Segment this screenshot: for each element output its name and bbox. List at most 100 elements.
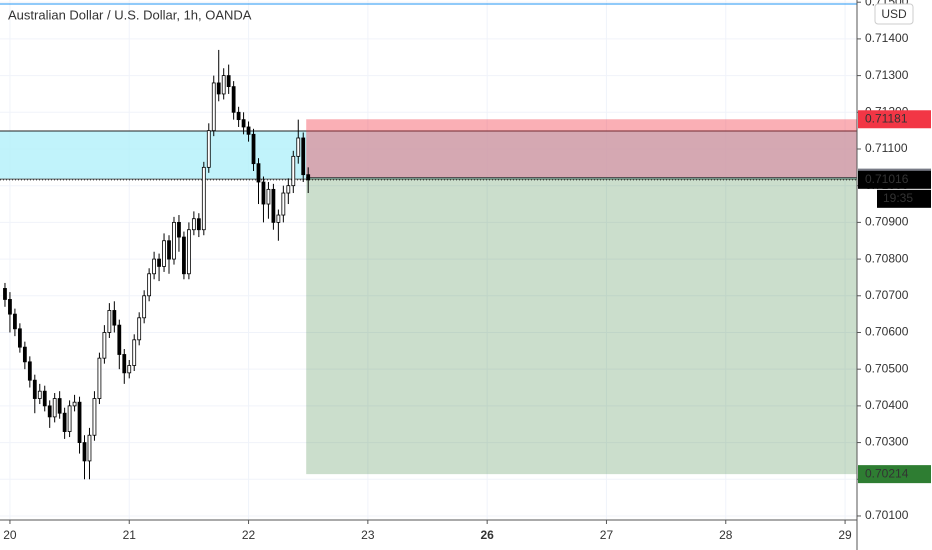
candle-body bbox=[231, 86, 236, 113]
candle-body bbox=[52, 398, 57, 418]
candle-body bbox=[206, 130, 211, 168]
candle-body bbox=[221, 75, 226, 95]
candle-body bbox=[82, 442, 87, 462]
candle-body bbox=[97, 357, 102, 399]
x-tick-label: 22 bbox=[242, 528, 256, 542]
candle-body bbox=[291, 155, 296, 187]
candle-body bbox=[226, 75, 231, 88]
candle-body bbox=[196, 218, 201, 231]
candle-body bbox=[13, 313, 17, 330]
candle-body bbox=[152, 258, 156, 275]
candle-body bbox=[172, 221, 176, 260]
candle-body bbox=[132, 339, 137, 366]
candle-body bbox=[87, 434, 92, 462]
candle-body bbox=[251, 133, 256, 165]
candle-body bbox=[216, 82, 221, 95]
candle-body bbox=[147, 273, 152, 297]
candle-body bbox=[77, 401, 82, 443]
candle-body bbox=[62, 412, 67, 432]
candles bbox=[3, 49, 311, 480]
last-price-label-box bbox=[858, 170, 931, 189]
y-tick-label: 0.70500 bbox=[865, 361, 909, 375]
target-zone bbox=[306, 177, 857, 475]
y-tick-label: 0.70700 bbox=[865, 288, 909, 302]
countdown-box bbox=[877, 189, 931, 208]
candle-body bbox=[127, 365, 132, 374]
countdown-label: 19:35 bbox=[883, 191, 913, 205]
candle-body bbox=[276, 214, 281, 223]
candle-body bbox=[137, 317, 142, 341]
candle-body bbox=[162, 240, 166, 267]
candle-body bbox=[157, 258, 161, 267]
candle-body bbox=[301, 137, 306, 176]
candle-body bbox=[117, 324, 122, 355]
candle-body bbox=[42, 390, 47, 407]
y-tick-label: 0.70100 bbox=[865, 508, 909, 522]
candle-body bbox=[102, 332, 107, 359]
candle-body bbox=[142, 295, 147, 319]
candle-body bbox=[201, 166, 206, 231]
candle-body bbox=[72, 401, 77, 407]
candle-body bbox=[8, 299, 12, 315]
chart-title: Australian Dollar / U.S. Dollar, 1h, OAN… bbox=[8, 7, 252, 22]
candle-body bbox=[57, 398, 62, 414]
candle-body bbox=[211, 82, 216, 132]
candle-body bbox=[47, 405, 52, 418]
stop-zone bbox=[306, 119, 857, 178]
candle-body bbox=[177, 221, 181, 238]
candle-body bbox=[256, 163, 261, 183]
candle-body bbox=[112, 310, 117, 326]
y-tick-label: 0.71400 bbox=[865, 31, 909, 45]
x-tick-label: 26 bbox=[480, 528, 494, 542]
target-price-label-box bbox=[858, 465, 931, 484]
candle-body bbox=[32, 379, 37, 399]
stop-price-label: 0.71181 bbox=[865, 111, 908, 125]
candle-body bbox=[236, 111, 241, 121]
x-tick-label: 20 bbox=[3, 528, 17, 542]
x-tick-label: 21 bbox=[123, 528, 137, 542]
currency-button[interactable] bbox=[874, 3, 914, 25]
candle-body bbox=[266, 188, 271, 205]
candle-body bbox=[246, 126, 251, 135]
stop-price-label-box bbox=[858, 110, 931, 129]
candle-body bbox=[182, 236, 186, 275]
candle-body bbox=[92, 398, 97, 436]
currency-label[interactable]: USD bbox=[881, 7, 907, 21]
candle-body bbox=[122, 354, 127, 374]
x-tick-label: 27 bbox=[600, 528, 614, 542]
zones bbox=[0, 3, 857, 475]
candle-body bbox=[37, 390, 42, 399]
candle-body bbox=[261, 181, 266, 205]
y-tick-label: 0.70300 bbox=[865, 435, 909, 449]
y-tick-label: 0.71100 bbox=[865, 141, 908, 155]
x-tick-label: 23 bbox=[361, 528, 375, 542]
x-tick-label: 28 bbox=[719, 528, 733, 542]
y-tick-label: 0.70800 bbox=[865, 251, 909, 265]
candle-body bbox=[67, 405, 72, 432]
highlight-zone bbox=[0, 131, 857, 180]
last-price-label: 0.71016 bbox=[865, 172, 909, 186]
y-tick-label: 0.71300 bbox=[865, 68, 909, 82]
y-tick-label: 0.70400 bbox=[865, 398, 909, 412]
candle-body bbox=[187, 229, 191, 275]
candle-body bbox=[241, 119, 246, 128]
y-tick-label: 0.70600 bbox=[865, 325, 909, 339]
target-price-label: 0.70214 bbox=[865, 466, 909, 480]
candle-body bbox=[281, 192, 286, 216]
y-tick-label: 0.70900 bbox=[865, 215, 909, 229]
candle-body bbox=[27, 361, 32, 381]
candle-body bbox=[3, 288, 7, 300]
candle-body bbox=[167, 240, 171, 260]
candle-body bbox=[107, 310, 112, 333]
candle-body bbox=[306, 174, 311, 181]
candle-body bbox=[17, 328, 22, 348]
x-tick-label: 29 bbox=[838, 528, 852, 542]
candle-body bbox=[296, 137, 301, 157]
candle-body bbox=[191, 218, 196, 231]
candle-body bbox=[22, 346, 27, 363]
candle-body bbox=[286, 185, 291, 194]
candle-body bbox=[271, 188, 276, 223]
